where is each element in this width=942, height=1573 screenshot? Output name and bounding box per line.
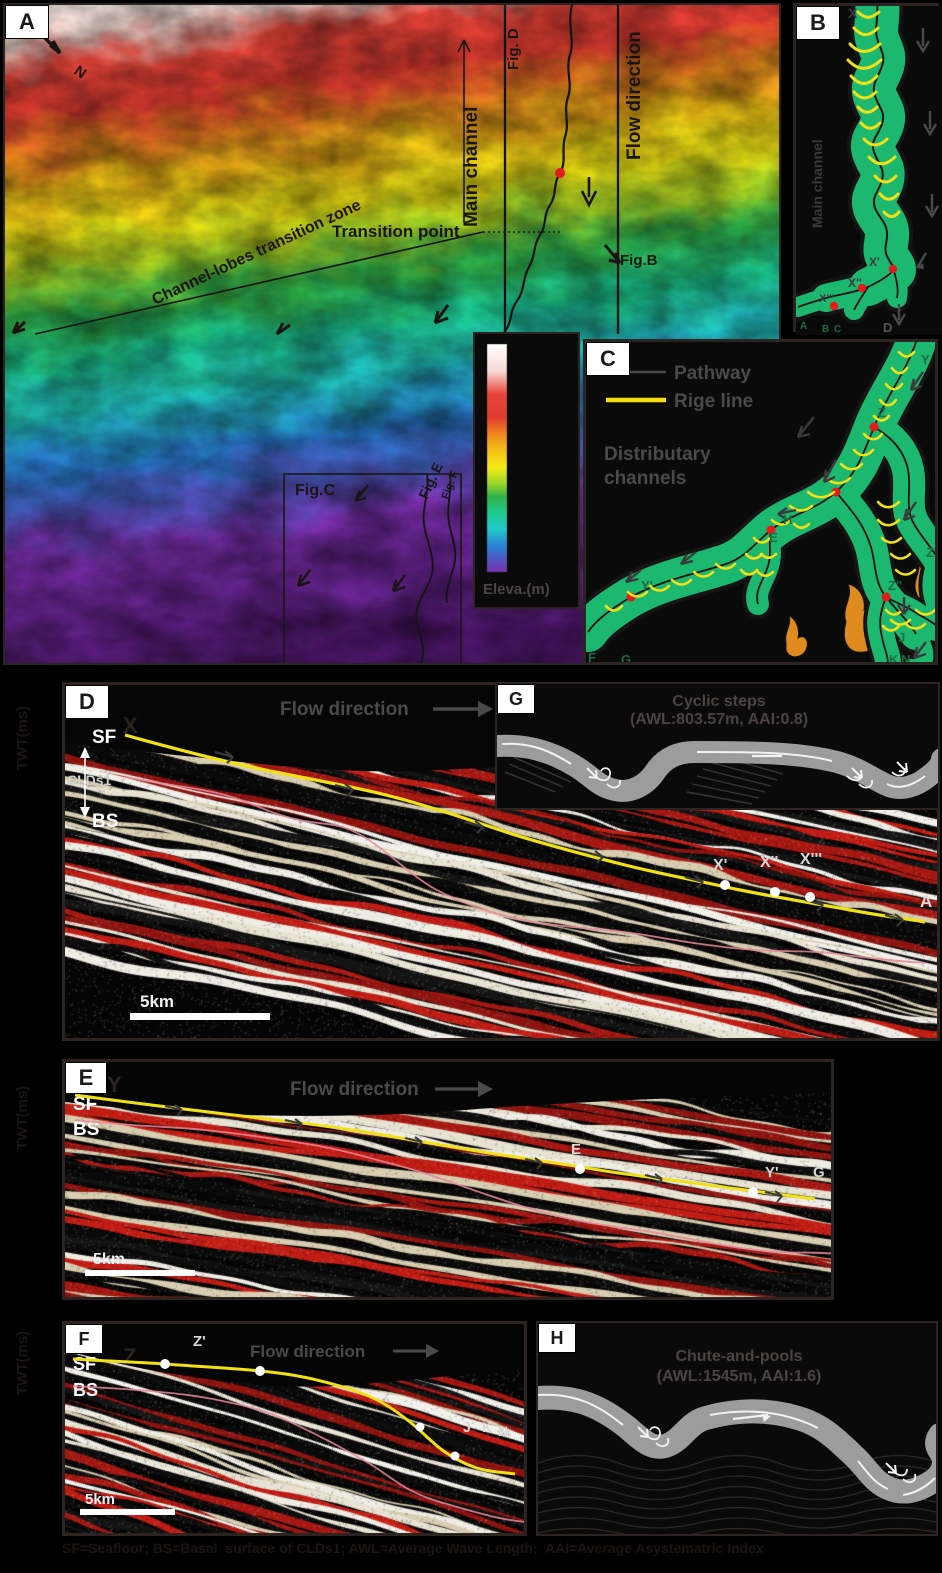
svg-text:G: G <box>813 1164 825 1181</box>
svg-text:J: J <box>898 630 905 645</box>
svg-text:F: F <box>588 650 596 665</box>
svg-text:A: A <box>920 892 932 911</box>
svg-text:Main channel: Main channel <box>461 107 482 227</box>
svg-text:Pathway: Pathway <box>674 363 752 384</box>
svg-text:channels: channels <box>604 468 686 489</box>
svg-text:Eleva.(m): Eleva.(m) <box>483 581 550 598</box>
svg-text:(AWL:803.57m, AAI:0.8): (AWL:803.57m, AAI:0.8) <box>630 711 808 728</box>
svg-text:A: A <box>800 321 807 332</box>
svg-text:C: C <box>834 324 841 335</box>
svg-text:Z': Z' <box>926 545 937 560</box>
svg-text:5km: 5km <box>85 1491 115 1508</box>
svg-text:Flow direction: Flow direction <box>250 1342 365 1361</box>
svg-text:Channel-lobes transition zone: Channel-lobes transition zone <box>150 197 364 309</box>
svg-text:N: N <box>71 62 90 82</box>
svg-text:D: D <box>883 320 892 335</box>
svg-text:Z: Z <box>878 405 886 420</box>
svg-text:Distributary: Distributary <box>604 444 711 465</box>
svg-text:J: J <box>463 1419 471 1435</box>
svg-text:Fig.B: Fig.B <box>620 252 658 269</box>
svg-text:B: B <box>822 324 829 335</box>
svg-text:BS: BS <box>92 811 118 832</box>
svg-text:Flow direction: Flow direction <box>624 31 645 160</box>
svg-text:Flow direction: Flow direction <box>290 1079 419 1100</box>
svg-text:H: H <box>783 512 792 527</box>
svg-text:E: E <box>769 530 778 545</box>
svg-text:Y': Y' <box>765 1164 779 1181</box>
svg-text:X': X' <box>869 255 880 269</box>
svg-text:X'': X'' <box>760 854 778 871</box>
svg-text:Chute-and-pools: Chute-and-pools <box>675 1348 802 1365</box>
svg-text:X''': X''' <box>800 851 822 868</box>
svg-text:Flow direction: Flow direction <box>280 699 409 720</box>
svg-text:Y: Y <box>921 352 930 367</box>
svg-text:Y: Y <box>107 1072 122 1097</box>
svg-text:Fig.C: Fig.C <box>295 482 335 499</box>
svg-text:SF: SF <box>92 727 116 748</box>
svg-text:Z': Z' <box>193 1333 206 1350</box>
svg-text:5km: 5km <box>93 1251 125 1268</box>
svg-text:CLDs1: CLDs1 <box>67 772 112 788</box>
svg-text:Z'': Z'' <box>888 578 902 593</box>
svg-text:Y': Y' <box>641 578 653 593</box>
svg-text:Fig. D: Fig. D <box>505 28 522 70</box>
svg-text:Z: Z <box>123 1344 136 1369</box>
svg-text:Rige line: Rige line <box>674 391 753 412</box>
svg-text:5km: 5km <box>140 992 174 1011</box>
svg-text:E: E <box>571 1141 581 1158</box>
svg-text:X'': X'' <box>848 276 862 290</box>
svg-text:Main channel: Main channel <box>809 139 825 228</box>
svg-text:K: K <box>889 652 899 665</box>
svg-text:(AWL:1545m, AAI:1.6): (AWL:1545m, AAI:1.6) <box>657 1368 822 1385</box>
svg-text:X': X' <box>713 857 727 874</box>
svg-text:N: N <box>498 1423 508 1439</box>
svg-text:K: K <box>482 1419 492 1435</box>
svg-text:G: G <box>621 652 631 665</box>
svg-text:X: X <box>848 6 858 21</box>
svg-text:Transition point: Transition point <box>332 222 460 241</box>
svg-text:N: N <box>901 652 910 665</box>
svg-text:BS: BS <box>73 1380 98 1400</box>
svg-text:Cyclic steps: Cyclic steps <box>672 693 765 710</box>
svg-text:X''': X''' <box>819 293 835 305</box>
svg-text:SF: SF <box>73 1354 96 1374</box>
